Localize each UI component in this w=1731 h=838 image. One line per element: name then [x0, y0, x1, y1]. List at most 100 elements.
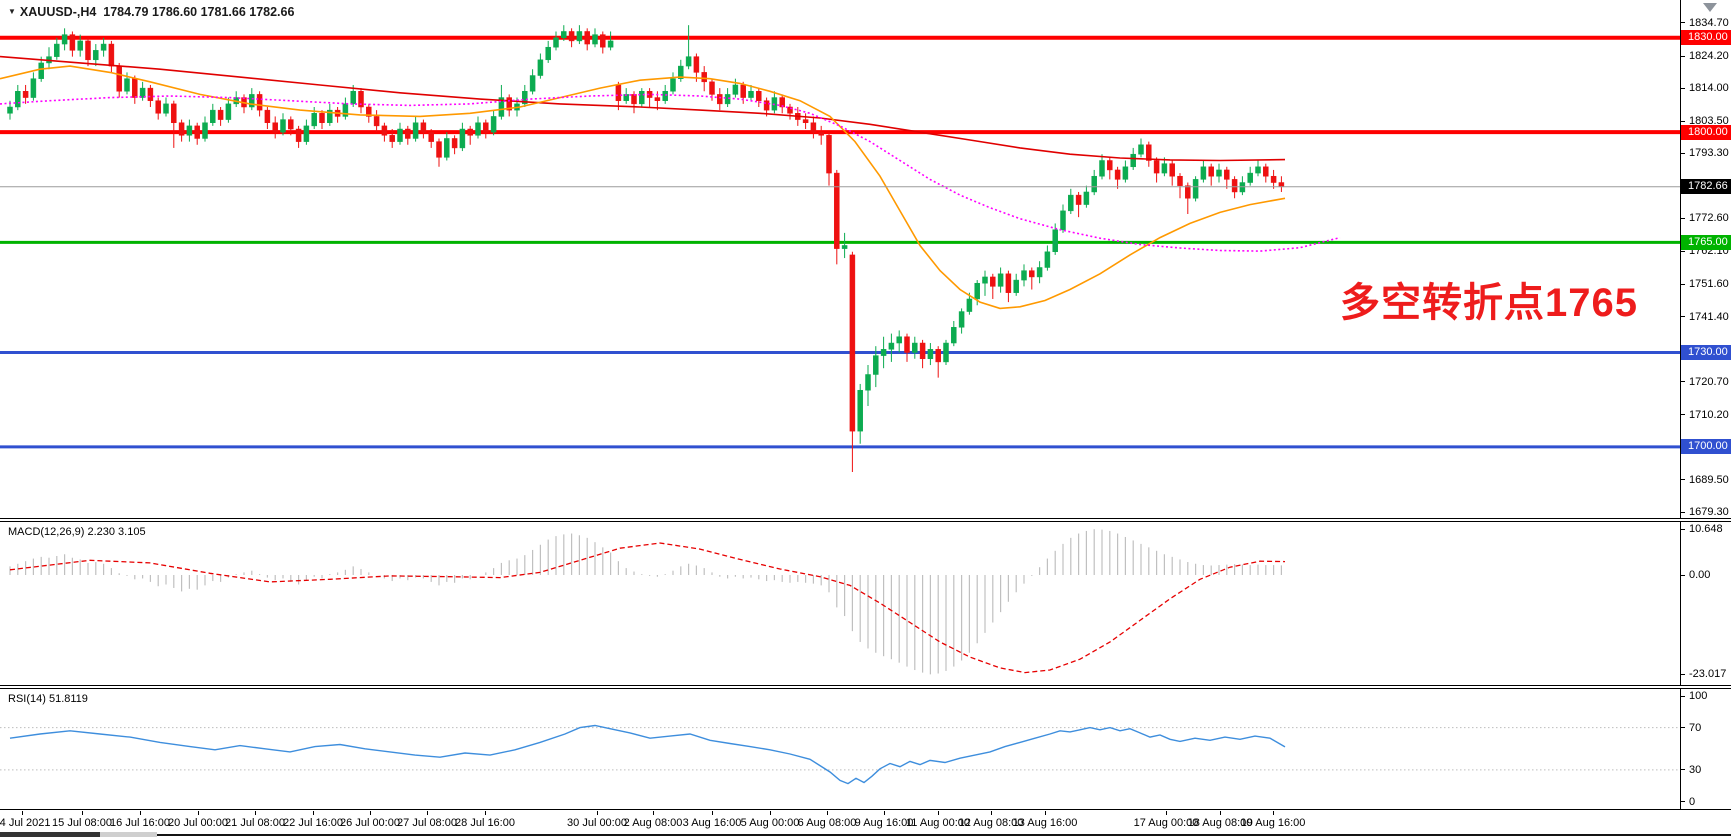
time-tick — [198, 811, 199, 815]
time-tick-label: 21 Jul 08:00 — [225, 817, 285, 829]
time-tick — [1045, 811, 1046, 815]
time-tick-label: 11 Aug 00:00 — [905, 817, 971, 829]
time-tick — [991, 811, 992, 815]
macd-histogram-group — [9, 529, 1283, 675]
time-tick-label: 26 Jul 00:00 — [340, 817, 400, 829]
axis-tick — [1681, 120, 1685, 122]
time-tick-label: 22 Jul 16:00 — [283, 817, 343, 829]
time-tick-label: 12 Aug 08:00 — [958, 817, 1024, 829]
time-tick-label: 18 Aug 08:00 — [1187, 817, 1253, 829]
collapse-triangle-icon[interactable]: ▼ — [8, 7, 16, 16]
axis-tick — [1681, 152, 1685, 154]
macd-plot-area[interactable] — [0, 522, 1680, 685]
ma-red — [0, 55, 1286, 162]
time-tick — [827, 811, 828, 815]
rsi-axis-label: 100 — [1689, 690, 1708, 702]
time-tick-label: 14 Jul 2021 — [0, 817, 51, 829]
time-tick-label: 27 Jul 08:00 — [397, 817, 457, 829]
time-tick — [427, 811, 428, 815]
macd-axis-label: 0.00 — [1689, 569, 1711, 581]
time-tick-label: 9 Aug 16:00 — [854, 817, 914, 829]
price-tick-label: 1772.60 — [1689, 212, 1729, 225]
candles-group — [7, 25, 1285, 473]
price-tick-label: 1679.30 — [1689, 506, 1729, 519]
time-tick — [1273, 811, 1274, 815]
price-tick-label: 1824.20 — [1689, 50, 1729, 63]
time-tick-label: 17 Aug 00:00 — [1133, 817, 1199, 829]
axis-tick — [1681, 479, 1685, 481]
rsi-axis-label: 30 — [1689, 763, 1702, 776]
axis-tick — [1681, 695, 1685, 697]
axis-tick — [1681, 414, 1685, 416]
price-tick-label: 1814.00 — [1689, 82, 1729, 95]
price-tick-label: 1741.40 — [1689, 310, 1729, 323]
time-tick — [140, 811, 141, 815]
axis-tick — [1681, 381, 1685, 383]
price-axis[interactable]: 1834.70 1824.20 1814.00 1803.50 1793.30 1772.… — [1680, 0, 1731, 518]
price-tick-label: 1710.20 — [1689, 408, 1729, 421]
time-tick-label: 19 Aug 16:00 — [1240, 817, 1306, 829]
axis-tick — [1681, 316, 1685, 318]
axis-tick — [1681, 727, 1685, 729]
macd-axis[interactable]: 10.648 0.00 -23.017 — [1680, 522, 1731, 685]
macd-axis-label: -23.017 — [1689, 668, 1727, 681]
macd-axis-label: 10.648 — [1689, 523, 1723, 535]
time-tick-label: 5 Aug 00:00 — [740, 817, 800, 829]
main-chart-panel[interactable]: ▼ XAUUSD-,H4 1784.79 1786.60 1781.66 1782… — [0, 0, 1731, 519]
axis-tick — [1681, 673, 1685, 675]
time-tick — [485, 811, 486, 815]
price-plot-area[interactable] — [0, 0, 1680, 518]
time-tick-label: 20 Jul 00:00 — [168, 817, 228, 829]
time-tick-label: 13 Aug 16:00 — [1012, 817, 1078, 829]
horizontal-scrollbar[interactable] — [0, 832, 1731, 838]
axis-tick — [1681, 801, 1685, 802]
time-tick — [1166, 811, 1167, 815]
rsi-axis[interactable]: 100 70 30 0 — [1680, 689, 1731, 809]
time-tick — [82, 811, 83, 815]
time-tick — [370, 811, 371, 815]
axis-tick — [1681, 87, 1685, 89]
time-tick — [653, 811, 654, 815]
axis-tick — [1681, 528, 1685, 530]
ohlc-values: 1784.79 1786.60 1781.66 1782.66 — [103, 5, 295, 19]
time-tick-label: 15 Jul 08:00 — [52, 817, 112, 829]
time-tick-label: 2 Aug 08:00 — [623, 817, 683, 829]
price-tick-label: 1689.50 — [1689, 473, 1729, 486]
rsi-axis-label: 70 — [1689, 721, 1702, 734]
price-chart-canvas[interactable] — [0, 0, 1680, 518]
ma-magenta — [0, 93, 1341, 252]
level-price-label: 1700.00 — [1681, 439, 1731, 455]
rsi-canvas[interactable] — [0, 689, 1680, 809]
moving-averages-group — [0, 55, 1341, 310]
axis-tick — [1681, 511, 1685, 513]
scroll-end-triangle-icon[interactable] — [1703, 3, 1717, 12]
macd-panel[interactable]: MACD(12,26,9) 2.230 3.105 10.648 0.00 -23.… — [0, 521, 1731, 686]
axis-tick — [1681, 769, 1685, 771]
macd-canvas[interactable] — [0, 522, 1680, 685]
time-tick — [22, 811, 23, 815]
scrollbar-edge-line — [157, 834, 1731, 836]
axis-tick — [1681, 22, 1685, 24]
time-tick — [313, 811, 314, 815]
scrollbar-thumb[interactable] — [0, 832, 100, 837]
price-tick-label: 1793.30 — [1689, 147, 1729, 160]
ma-orange — [0, 65, 1286, 310]
symbol-name: XAUUSD-,H4 — [19, 5, 97, 19]
rsi-line — [9, 724, 1286, 785]
level-lines-group — [0, 35, 1680, 449]
axis-tick — [1681, 217, 1685, 219]
rsi-indicator-label: RSI(14) 51.8119 — [8, 693, 88, 705]
time-tick — [597, 811, 598, 815]
macd-indicator-label: MACD(12,26,9) 2.230 3.105 — [8, 526, 146, 538]
time-tick-label: 6 Aug 08:00 — [797, 817, 857, 829]
time-tick — [712, 811, 713, 815]
rsi-panel[interactable]: RSI(14) 51.8119 100 70 30 0 — [0, 688, 1731, 810]
time-tick — [255, 811, 256, 815]
rsi-plot-area[interactable] — [0, 689, 1680, 809]
time-tick — [938, 811, 939, 815]
scrollbar-track[interactable] — [100, 832, 157, 837]
time-tick — [770, 811, 771, 815]
price-tick-label: 1834.70 — [1689, 16, 1729, 29]
